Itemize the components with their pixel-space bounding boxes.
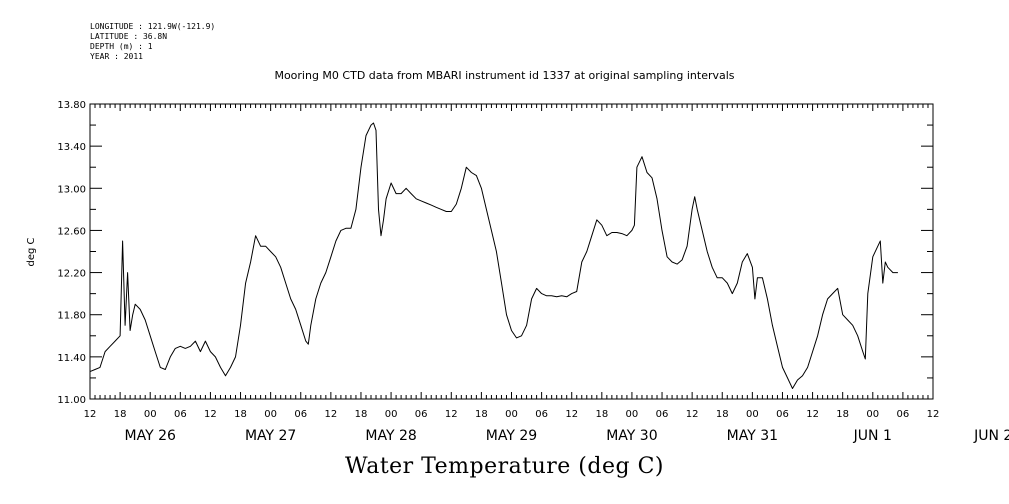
x-date-label: JUN 2 — [973, 428, 1009, 444]
x-hour-label: 06 — [294, 409, 307, 420]
x-hour-label: 18 — [355, 409, 368, 420]
x-hour-label: 00 — [385, 409, 398, 420]
x-hour-label: 12 — [324, 409, 337, 420]
chart-title: Mooring M0 CTD data from MBARI instrumen… — [274, 69, 735, 82]
x-date-label: MAY 30 — [606, 428, 657, 444]
depth-text: DEPTH (m) : 1 — [90, 42, 153, 51]
latitude-text: LATITUDE : 36.8N — [90, 32, 168, 41]
x-date-label: MAY 26 — [125, 428, 176, 444]
x-hour-label: 12 — [84, 409, 97, 420]
x-hour-label: 00 — [866, 409, 879, 420]
x-hour-label: 18 — [475, 409, 488, 420]
y-axis-label: deg C — [26, 237, 37, 266]
y-tick-label: 11.40 — [57, 353, 86, 364]
x-date-label: MAY 27 — [245, 428, 296, 444]
y-ticks-group: 11.00 11.40 11.80 12.20 12.60 13.00 13.40 13.80 — [57, 100, 933, 406]
x-hour-label: 00 — [144, 409, 157, 420]
x-hour-label: 12 — [204, 409, 217, 420]
y-tick-label: 13.00 — [57, 184, 86, 195]
y-tick-label: 13.80 — [57, 100, 86, 111]
x-hour-label: 12 — [686, 409, 699, 420]
x-hour-label: 12 — [927, 409, 940, 420]
x-date-label: JUN 1 — [853, 428, 892, 444]
x-hour-label: 00 — [264, 409, 277, 420]
year-text: YEAR : 2011 — [90, 52, 143, 61]
x-hour-label: 06 — [535, 409, 548, 420]
x-hour-label: 12 — [806, 409, 819, 420]
x-hour-label: 06 — [415, 409, 428, 420]
plot-frame — [89, 103, 934, 400]
series-line — [89, 122, 898, 389]
x-date-label: MAY 31 — [727, 428, 778, 444]
x-hour-label: 06 — [656, 409, 669, 420]
y-tick-label: 13.40 — [57, 142, 86, 153]
y-tick-label: 12.60 — [57, 226, 86, 237]
x-hour-label: 18 — [836, 409, 849, 420]
series-group — [89, 122, 898, 389]
y-tick-label: 11.00 — [57, 395, 86, 406]
x-hour-label: 18 — [234, 409, 247, 420]
x-hour-label: 00 — [505, 409, 518, 420]
x-date-label: MAY 28 — [365, 428, 416, 444]
x-hour-label: 00 — [626, 409, 639, 420]
x-ticks-group: 12 18 00 06 12 18 00 06 12 18 00 06 12 18 00 06 12 18 00 06… — [84, 104, 1009, 444]
x-hour-label: 18 — [595, 409, 608, 420]
metadata-block: LONGITUDE : 121.9W(-121.9) LATITUDE : 36… — [90, 22, 215, 62]
x-hour-label: 12 — [445, 409, 458, 420]
y-tick-label: 11.80 — [57, 311, 86, 322]
x-hour-label: 06 — [776, 409, 789, 420]
footer-title: Water Temperature (deg C) — [345, 454, 664, 479]
x-hour-label: 06 — [897, 409, 910, 420]
x-hour-label: 06 — [174, 409, 187, 420]
x-hour-label: 00 — [746, 409, 759, 420]
y-tick-label: 12.20 — [57, 269, 86, 280]
x-hour-label: 18 — [716, 409, 729, 420]
x-date-label: MAY 29 — [486, 428, 537, 444]
longitude-text: LONGITUDE : 121.9W(-121.9) — [90, 22, 216, 31]
x-hour-label: 18 — [114, 409, 127, 420]
x-hour-label: 12 — [565, 409, 578, 420]
